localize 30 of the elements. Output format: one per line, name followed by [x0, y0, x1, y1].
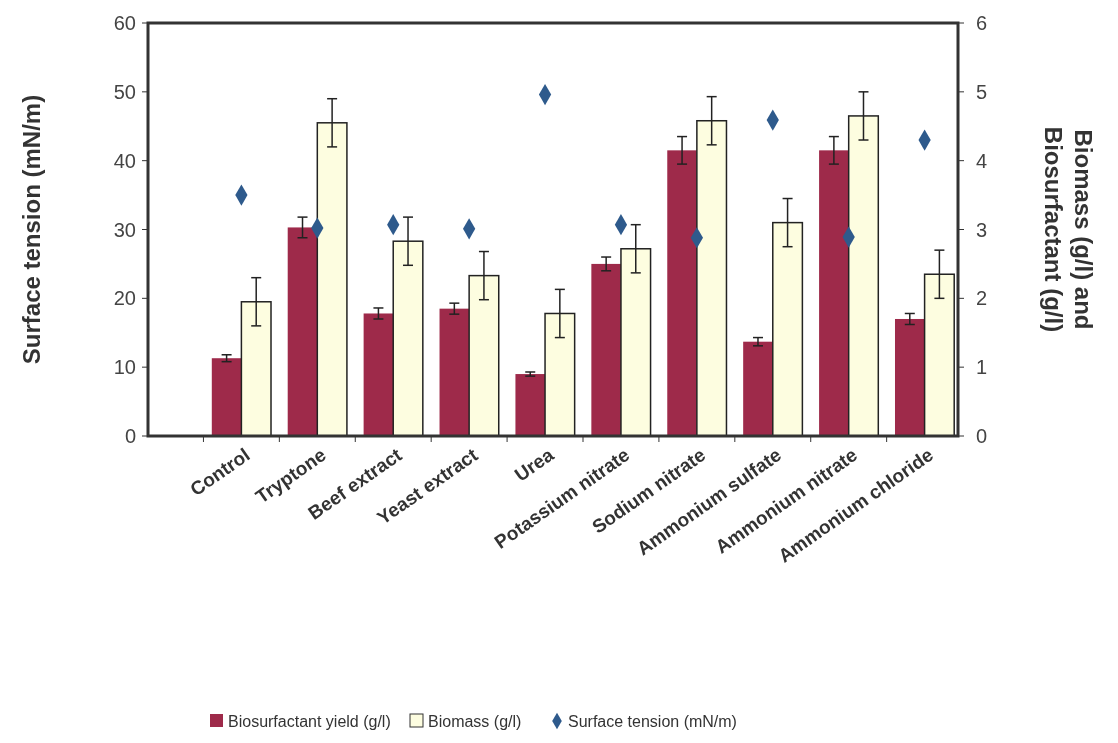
- legend-label: Surface tension (mN/m): [568, 712, 737, 730]
- bar: [439, 308, 470, 436]
- y-tick-label: 50: [113, 80, 136, 103]
- legend-label: Biomass (g/l): [428, 712, 522, 730]
- y2-tick-label: 3: [976, 218, 988, 241]
- bar: [743, 341, 773, 436]
- y2-axis-title: Biomass (g/l) and Biosurfactant (g/l): [1040, 126, 1097, 333]
- y-tick-label: 60: [113, 12, 136, 34]
- y-axis-title: Surface tension (mN/m): [18, 94, 45, 365]
- legend-label: Biosurfactant yield (g/l): [228, 712, 391, 730]
- y-tick-label: 10: [113, 356, 136, 379]
- bar: [591, 263, 621, 436]
- bar: [515, 374, 546, 436]
- y-tick-label: 0: [124, 425, 136, 447]
- y2-tick-label: 2: [976, 287, 988, 310]
- y-tick-label: 30: [113, 218, 136, 241]
- bar: [211, 358, 242, 436]
- bar: [363, 313, 394, 436]
- y2-tick-label: 1: [976, 356, 988, 379]
- bar: [819, 150, 849, 436]
- y2-tick-label: 4: [976, 149, 988, 172]
- y2-tick-label: 6: [976, 12, 988, 34]
- y2-tick-label: 5: [976, 80, 988, 103]
- y2-tick-label: 0: [976, 425, 988, 447]
- bar: [667, 150, 697, 436]
- y-tick-label: 20: [113, 287, 136, 310]
- y-tick-label: 40: [113, 149, 136, 172]
- x-tick-label: Urea: [510, 443, 558, 486]
- bar: [894, 318, 925, 436]
- bar: [287, 227, 318, 436]
